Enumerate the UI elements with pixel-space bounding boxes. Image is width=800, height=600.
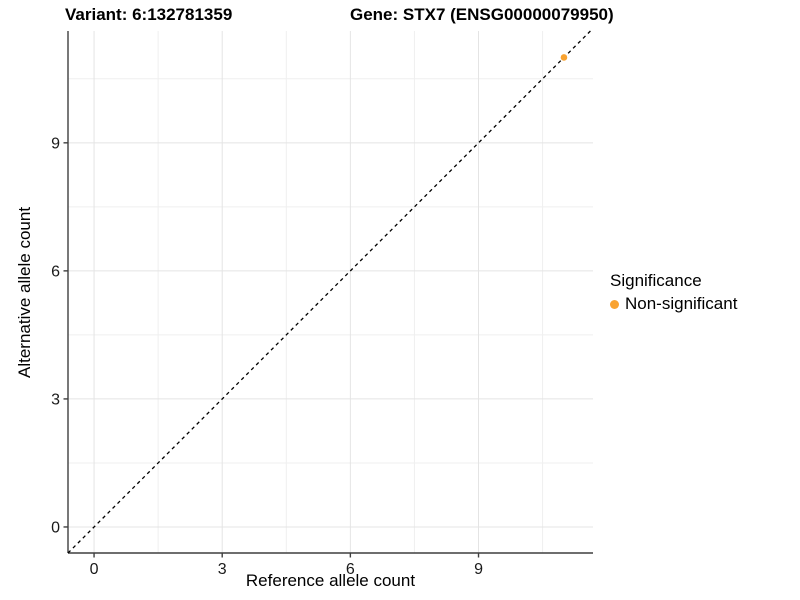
legend-item: Non-significant xyxy=(610,294,737,314)
x-tick-label: 6 xyxy=(346,561,355,578)
y-axis-title: Alternative allele count xyxy=(15,206,34,378)
y-tick-label: 6 xyxy=(51,263,60,280)
plot-title-variant: Variant: 6:132781359 xyxy=(65,5,233,24)
identity-line xyxy=(67,30,591,554)
legend-point-icon xyxy=(610,299,619,309)
x-axis-title: Reference allele count xyxy=(245,571,416,590)
legend-item-label: Non-significant xyxy=(625,294,738,313)
data-point xyxy=(560,54,568,61)
x-tick-label: 0 xyxy=(90,561,99,578)
legend-title: Significance xyxy=(610,271,702,290)
x-tick-label: 3 xyxy=(218,561,227,578)
plot-title-gene: Gene: STX7 (ENSG00000079950) xyxy=(350,5,614,24)
y-tick-label: 9 xyxy=(51,135,60,152)
legend: Significance Non-significant xyxy=(610,271,737,314)
y-tick-label: 0 xyxy=(51,519,60,536)
y-tick-label: 3 xyxy=(51,391,60,408)
x-tick-label: 9 xyxy=(474,561,483,578)
